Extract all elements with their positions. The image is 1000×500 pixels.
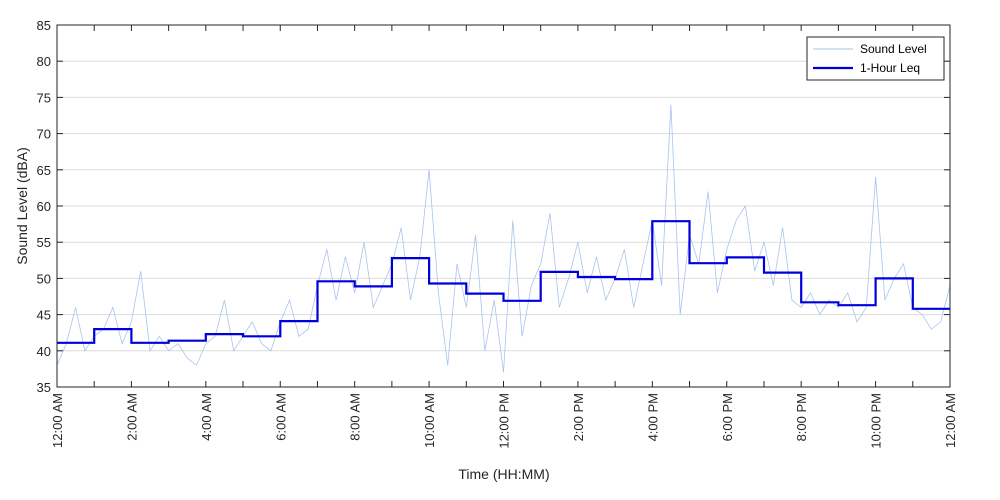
legend-label-sound-level: Sound Level (860, 42, 927, 56)
y-tick-label: 60 (37, 199, 51, 214)
x-tick-label: 12:00 PM (497, 393, 512, 449)
x-tick-label: 8:00 PM (794, 393, 809, 441)
x-tick-label: 10:00 AM (422, 393, 437, 448)
y-tick-label: 85 (37, 18, 51, 33)
y-tick-label: 55 (37, 235, 51, 250)
y-tick-label: 70 (37, 127, 51, 142)
x-tick-label: 2:00 AM (124, 393, 139, 441)
y-axis-ticks: 35 40 45 50 55 60 65 70 75 80 85 (37, 18, 950, 395)
x-tick-label: 12:00 AM (50, 393, 65, 448)
x-tick-label: 6:00 PM (720, 393, 735, 441)
legend: Sound Level 1-Hour Leq (806, 36, 945, 81)
y-tick-label: 50 (37, 271, 51, 286)
y-tick-label: 65 (37, 163, 51, 178)
x-tick-label: 4:00 AM (199, 393, 214, 441)
x-tick-label: 6:00 AM (273, 393, 288, 441)
legend-label-leq: 1-Hour Leq (860, 61, 920, 75)
x-tick-label: 10:00 PM (869, 393, 884, 449)
x-tick-label: 12:00 AM (943, 393, 958, 448)
x-tick-label: 4:00 PM (645, 393, 660, 441)
legend-box (806, 36, 945, 81)
x-tick-label: 2:00 PM (571, 393, 586, 441)
leq-step-line (57, 220, 950, 344)
x-tick-label: 8:00 AM (348, 393, 363, 441)
grid (57, 60, 950, 352)
y-axis-label: Sound Level (dBA) (14, 147, 30, 265)
y-tick-label: 40 (37, 344, 51, 359)
series-layer (56, 104, 951, 373)
y-tick-label: 80 (37, 54, 51, 69)
y-tick-label: 75 (37, 90, 51, 105)
sound-level-line (56, 104, 951, 373)
x-axis-ticks: 12:00 AM 2:00 AM 4:00 AM 6:00 AM 8:00 AM 10:0… (50, 25, 958, 449)
y-tick-label: 35 (37, 380, 51, 395)
x-axis-label: Time (HH:MM) (458, 466, 549, 482)
y-tick-label: 45 (37, 308, 51, 323)
